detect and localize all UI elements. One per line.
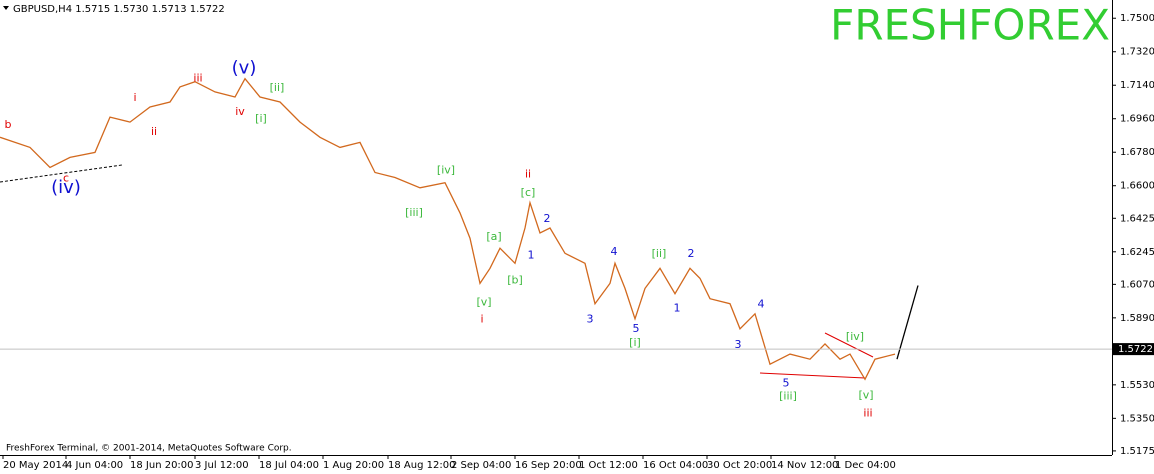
menu-arrow (3, 6, 9, 10)
price-line (896, 285, 919, 360)
watermark: FRESHFOREX (830, 1, 1110, 50)
wave-label: [iii] (779, 389, 797, 402)
x-tick-label: 4 Jun 04:00 (66, 460, 123, 471)
trendline (0, 164, 123, 183)
wave-label: [ii] (652, 247, 667, 260)
wave-label: ii (525, 168, 531, 181)
x-tick-label: 1 Oct 12:00 (579, 460, 638, 471)
wave-label: 4 (611, 245, 618, 258)
y-tick-label: 1.6245 (1120, 247, 1154, 258)
x-tick-label: 18 Aug 12:00 (388, 460, 455, 471)
wave-label: 5 (633, 322, 640, 335)
wave-label: [b] (507, 273, 523, 286)
wave-label: (iv) (51, 177, 81, 198)
x-tick-label: 18 Jul 04:00 (259, 460, 319, 471)
wave-label: iii (863, 407, 872, 420)
x-tick-label: 2 Sep 04:00 (451, 460, 511, 471)
x-tick-label: 20 May 2014 (3, 460, 68, 471)
wave-label: [c] (521, 186, 536, 199)
wave-label: [iv] (846, 330, 864, 343)
x-tick-label: 1 Aug 20:00 (323, 460, 384, 471)
wave-label: 3 (587, 313, 594, 326)
wave-label: 5 (783, 376, 790, 389)
wave-label: iii (193, 72, 202, 85)
y-tick-label: 1.7320 (1120, 47, 1154, 58)
wave-label: [iv] (437, 163, 455, 176)
triangle-line (824, 332, 874, 358)
y-tick-label: 1.7500 (1120, 13, 1154, 24)
wave-label: 3 (735, 338, 742, 351)
wave-label: c (63, 172, 69, 185)
y-tick-label: 1.6070 (1120, 279, 1154, 290)
y-tick-label: 1.7140 (1120, 80, 1154, 91)
wave-label: iv (235, 105, 245, 118)
header: GBPUSD,H4 1.5715 1.5730 1.5713 1.5722 (13, 4, 225, 15)
y-tick-label: 1.6960 (1120, 114, 1154, 125)
wave-label: 1 (528, 248, 535, 261)
wave-label: [i] (629, 336, 641, 349)
x-tick-label: 14 Nov 12:00 (771, 460, 838, 471)
wave-label: [i] (255, 112, 267, 125)
wave-label: 4 (758, 298, 765, 311)
triangle-line (759, 372, 866, 379)
wave-label: [a] (486, 230, 501, 243)
price-line (0, 77, 896, 381)
y-tick-label: 1.5175 (1120, 446, 1154, 457)
x-tick-label: 3 Jul 12:00 (195, 460, 249, 471)
wave-label: b (5, 118, 12, 131)
y-tick-label: 1.6425 (1120, 213, 1154, 224)
y-tick-label: 1.6600 (1120, 181, 1154, 192)
y-tick-label: 1.6780 (1120, 147, 1154, 158)
last-price-box (1113, 343, 1154, 356)
wave-label: [ii] (270, 81, 285, 94)
x-tick-label: 30 Oct 20:00 (707, 460, 772, 471)
x-tick-label: 1 Dec 04:00 (835, 460, 896, 471)
wave-label: i (480, 313, 483, 326)
x-tick-label: 18 Jun 20:00 (130, 460, 194, 471)
wave-label: (v) (232, 58, 257, 79)
plot (0, 77, 919, 381)
wave-label: [v] (476, 296, 491, 309)
wave-label: [v] (858, 388, 873, 401)
x-tick-label: 16 Sep 20:00 (515, 460, 582, 471)
wave-label: i (133, 91, 136, 104)
wave-label: [iii] (405, 206, 423, 219)
wave-label: 1 (674, 302, 681, 315)
wave-label: 2 (688, 247, 695, 260)
y-tick-label: 1.5890 (1120, 313, 1154, 324)
footer: FreshForex Terminal, © 2001-2014, MetaQu… (6, 444, 292, 454)
x-tick-label: 16 Oct 04:00 (643, 460, 708, 471)
wave-label: ii (151, 125, 157, 138)
y-tick-label: 1.5530 (1120, 380, 1154, 391)
last-price-label: 1.5722 (1118, 344, 1153, 355)
y-tick-label: 1.5350 (1120, 413, 1154, 424)
wave-label: 2 (544, 212, 551, 225)
